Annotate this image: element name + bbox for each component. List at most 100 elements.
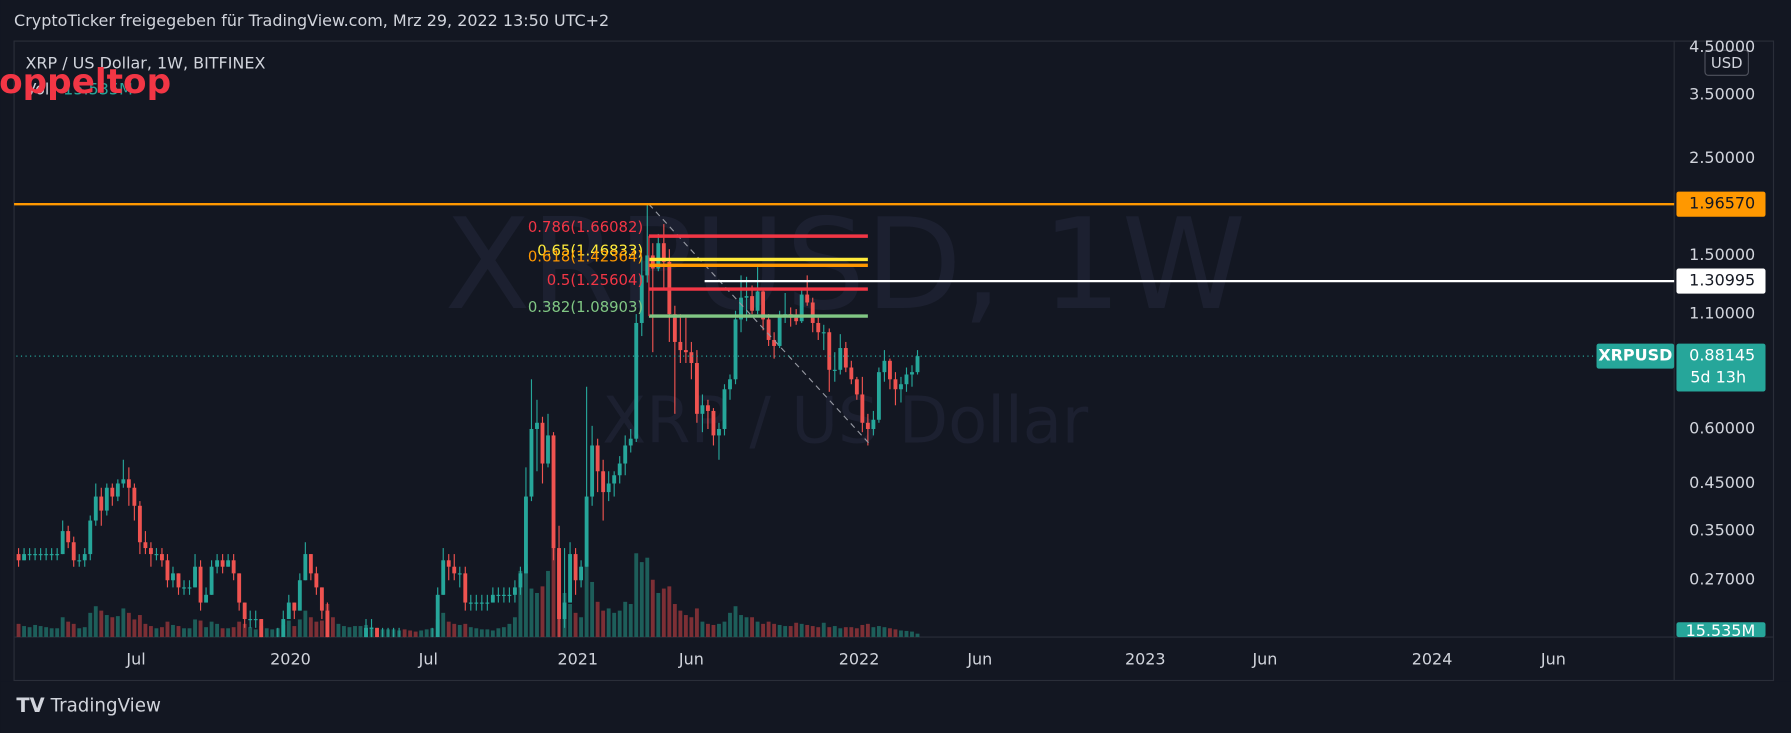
volume-bar [143, 623, 148, 638]
candle-body [827, 332, 832, 370]
volume-bar [650, 579, 655, 638]
candle-body [364, 627, 368, 638]
candle-body [474, 602, 479, 604]
candle-body [865, 422, 870, 429]
volume-bar [441, 612, 446, 638]
candle-body [248, 619, 253, 621]
candle-body [706, 405, 710, 411]
volume-bar [507, 623, 512, 638]
candle-body [794, 317, 799, 322]
volume-bar [689, 617, 694, 638]
candle-body [193, 566, 197, 588]
candle-body [82, 554, 87, 561]
header-text: CryptoTicker freigegeben für TradingView… [14, 11, 609, 30]
y-tick-label: 1.50000 [1689, 245, 1755, 264]
candle-body [772, 339, 777, 346]
candle-body [645, 255, 650, 276]
volume-bar [628, 604, 633, 638]
candle-body [821, 332, 826, 334]
candle-body [391, 637, 396, 638]
x-tick-label: 2020 [270, 649, 311, 668]
candle-body [832, 369, 837, 371]
volume-bar [314, 621, 319, 638]
volume-bar [408, 630, 413, 638]
candle-body [369, 627, 374, 629]
x-tick-label: Jul [418, 649, 438, 668]
candle-body [154, 554, 159, 556]
brand-logo: TV [16, 694, 44, 717]
y-tick-label: 0.35000 [1689, 521, 1755, 540]
candle-body [761, 291, 766, 320]
volume-bar [286, 620, 291, 638]
candle-body [601, 471, 606, 493]
volume-bar [187, 628, 192, 638]
y-tick-label: 0.27000 [1689, 570, 1755, 589]
volume-bar [171, 624, 175, 638]
candle-body [904, 374, 909, 385]
candle-body [441, 560, 446, 595]
candle-body [452, 566, 457, 574]
candle-body [518, 573, 523, 588]
candle-body [888, 360, 892, 380]
candle-body [810, 302, 815, 323]
volume-bar [805, 624, 810, 638]
candle-body [656, 243, 661, 269]
candle-body [838, 348, 843, 370]
volume-bar [44, 627, 49, 638]
candle-body [430, 637, 435, 638]
candle-body [805, 294, 810, 303]
candle-body [220, 560, 225, 567]
candle-body [44, 554, 49, 556]
candle-body [463, 573, 468, 603]
candle-body [77, 560, 82, 562]
volume-bar [739, 615, 743, 638]
volume-bar [33, 624, 38, 638]
candle-body [535, 422, 539, 429]
volume-bar [711, 624, 716, 638]
candle-body [22, 554, 27, 561]
volume-bar [474, 628, 479, 638]
candle-body [319, 587, 324, 611]
volume-bar [215, 623, 220, 638]
volume-bar [529, 588, 534, 638]
candle-body [634, 322, 639, 439]
volume-bar [584, 566, 589, 638]
candle-body [435, 594, 440, 638]
candle-body [121, 479, 126, 484]
candle-body [171, 573, 175, 581]
fib-label: 0.5(1.25604) [547, 272, 643, 289]
x-tick-label: Jun [966, 649, 992, 668]
candle-body [568, 554, 572, 603]
volume-bar [568, 604, 572, 638]
volume-bar [540, 586, 545, 638]
candle-body [496, 594, 501, 596]
volume-bar [656, 592, 661, 638]
x-tick-label: Jul [125, 649, 145, 668]
candle-body [551, 435, 556, 549]
volume-bar [231, 627, 236, 638]
volume-bar [893, 629, 898, 638]
volume-bar [297, 619, 302, 638]
fib-label: 0.382(1.08903) [528, 299, 643, 316]
volume-bar [237, 621, 242, 638]
volume-bar [99, 610, 104, 638]
candle-body [55, 554, 60, 556]
volume-bar [60, 617, 65, 638]
volume-bar [645, 557, 650, 638]
candle-body [728, 379, 732, 390]
candle-body [843, 348, 848, 368]
candle-body [215, 560, 220, 567]
volume-bar [336, 623, 341, 638]
price-label-box [1676, 191, 1766, 217]
candle-body [628, 438, 633, 446]
volume-bar [110, 617, 115, 638]
last-price-name: XRPUSD [1598, 346, 1672, 365]
candle-body [562, 602, 567, 620]
volume-bar [77, 628, 82, 638]
volume-bar [226, 628, 231, 638]
volume-bar [137, 615, 142, 638]
candle-body [595, 445, 600, 472]
volume-bar [490, 630, 495, 638]
volume-bar [617, 610, 622, 638]
price-label-box [1676, 268, 1766, 294]
